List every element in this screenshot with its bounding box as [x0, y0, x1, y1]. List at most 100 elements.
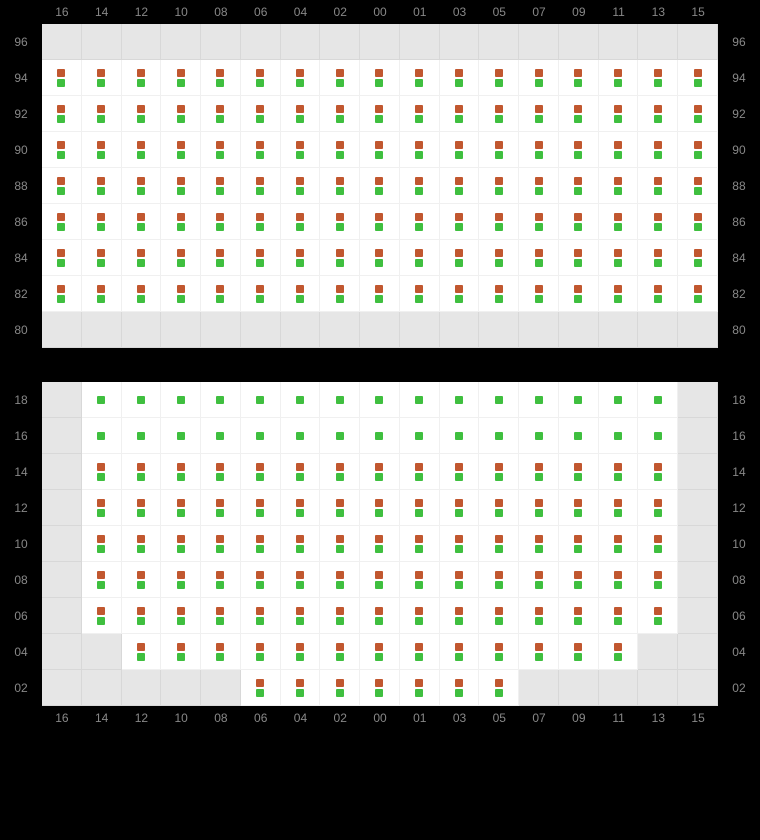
seat-cell[interactable] [42, 132, 82, 168]
seat-cell[interactable] [320, 634, 360, 670]
seat-cell[interactable] [479, 490, 519, 526]
seat-cell[interactable] [559, 168, 599, 204]
seat-cell[interactable] [360, 382, 400, 418]
seat-cell[interactable] [42, 168, 82, 204]
seat-cell[interactable] [599, 598, 639, 634]
seat-cell[interactable] [241, 240, 281, 276]
seat-cell[interactable] [161, 96, 201, 132]
seat-cell[interactable] [360, 96, 400, 132]
seat-cell[interactable] [201, 276, 241, 312]
seat-cell[interactable] [82, 168, 122, 204]
seat-cell[interactable] [281, 598, 321, 634]
seat-cell[interactable] [559, 598, 599, 634]
seat-cell[interactable] [440, 670, 480, 706]
seat-cell[interactable] [82, 204, 122, 240]
seat-cell[interactable] [638, 454, 678, 490]
seat-cell[interactable] [122, 60, 162, 96]
seat-cell[interactable] [400, 670, 440, 706]
seat-cell[interactable] [360, 132, 400, 168]
seat-cell[interactable] [122, 168, 162, 204]
seat-cell[interactable] [360, 168, 400, 204]
seat-cell[interactable] [161, 132, 201, 168]
seat-cell[interactable] [400, 132, 440, 168]
seat-cell[interactable] [122, 132, 162, 168]
seat-cell[interactable] [440, 454, 480, 490]
seat-cell[interactable] [161, 454, 201, 490]
seat-cell[interactable] [638, 60, 678, 96]
seat-cell[interactable] [320, 96, 360, 132]
seat-cell[interactable] [241, 670, 281, 706]
seat-cell[interactable] [161, 526, 201, 562]
seat-cell[interactable] [360, 204, 400, 240]
seat-cell[interactable] [320, 132, 360, 168]
seat-cell[interactable] [360, 276, 400, 312]
seat-cell[interactable] [400, 598, 440, 634]
seat-cell[interactable] [122, 96, 162, 132]
seat-cell[interactable] [400, 418, 440, 454]
seat-cell[interactable] [519, 168, 559, 204]
seat-cell[interactable] [479, 132, 519, 168]
seat-cell[interactable] [400, 490, 440, 526]
seat-cell[interactable] [281, 204, 321, 240]
seat-cell[interactable] [678, 276, 718, 312]
seat-cell[interactable] [638, 96, 678, 132]
seat-cell[interactable] [479, 60, 519, 96]
seat-cell[interactable] [122, 634, 162, 670]
seat-cell[interactable] [519, 418, 559, 454]
seat-cell[interactable] [599, 132, 639, 168]
seat-cell[interactable] [201, 168, 241, 204]
seat-cell[interactable] [479, 276, 519, 312]
seat-cell[interactable] [320, 526, 360, 562]
seat-cell[interactable] [559, 276, 599, 312]
seat-cell[interactable] [479, 634, 519, 670]
seat-cell[interactable] [201, 60, 241, 96]
seat-cell[interactable] [82, 382, 122, 418]
seat-cell[interactable] [599, 418, 639, 454]
seat-cell[interactable] [678, 240, 718, 276]
seat-cell[interactable] [122, 240, 162, 276]
seat-cell[interactable] [241, 168, 281, 204]
seat-cell[interactable] [519, 382, 559, 418]
seat-cell[interactable] [638, 418, 678, 454]
seat-cell[interactable] [201, 454, 241, 490]
seat-cell[interactable] [479, 670, 519, 706]
seat-cell[interactable] [440, 490, 480, 526]
seat-cell[interactable] [599, 204, 639, 240]
seat-cell[interactable] [122, 276, 162, 312]
seat-cell[interactable] [82, 526, 122, 562]
seat-cell[interactable] [320, 454, 360, 490]
seat-cell[interactable] [122, 526, 162, 562]
seat-cell[interactable] [479, 204, 519, 240]
seat-cell[interactable] [360, 60, 400, 96]
seat-cell[interactable] [201, 132, 241, 168]
seat-cell[interactable] [519, 490, 559, 526]
seat-cell[interactable] [519, 454, 559, 490]
seat-cell[interactable] [281, 418, 321, 454]
seat-cell[interactable] [241, 526, 281, 562]
seat-cell[interactable] [241, 96, 281, 132]
seat-cell[interactable] [440, 418, 480, 454]
seat-cell[interactable] [360, 562, 400, 598]
seat-cell[interactable] [320, 670, 360, 706]
seat-cell[interactable] [519, 240, 559, 276]
seat-cell[interactable] [599, 454, 639, 490]
seat-cell[interactable] [42, 276, 82, 312]
seat-cell[interactable] [479, 598, 519, 634]
seat-cell[interactable] [82, 96, 122, 132]
seat-cell[interactable] [638, 382, 678, 418]
seat-cell[interactable] [519, 562, 559, 598]
seat-cell[interactable] [559, 562, 599, 598]
seat-cell[interactable] [559, 60, 599, 96]
seat-cell[interactable] [638, 204, 678, 240]
seat-cell[interactable] [638, 562, 678, 598]
seat-cell[interactable] [678, 60, 718, 96]
seat-cell[interactable] [440, 168, 480, 204]
seat-cell[interactable] [320, 168, 360, 204]
seat-cell[interactable] [122, 204, 162, 240]
seat-cell[interactable] [638, 168, 678, 204]
seat-cell[interactable] [241, 276, 281, 312]
seat-cell[interactable] [82, 60, 122, 96]
seat-cell[interactable] [440, 276, 480, 312]
seat-cell[interactable] [281, 382, 321, 418]
seat-cell[interactable] [400, 634, 440, 670]
